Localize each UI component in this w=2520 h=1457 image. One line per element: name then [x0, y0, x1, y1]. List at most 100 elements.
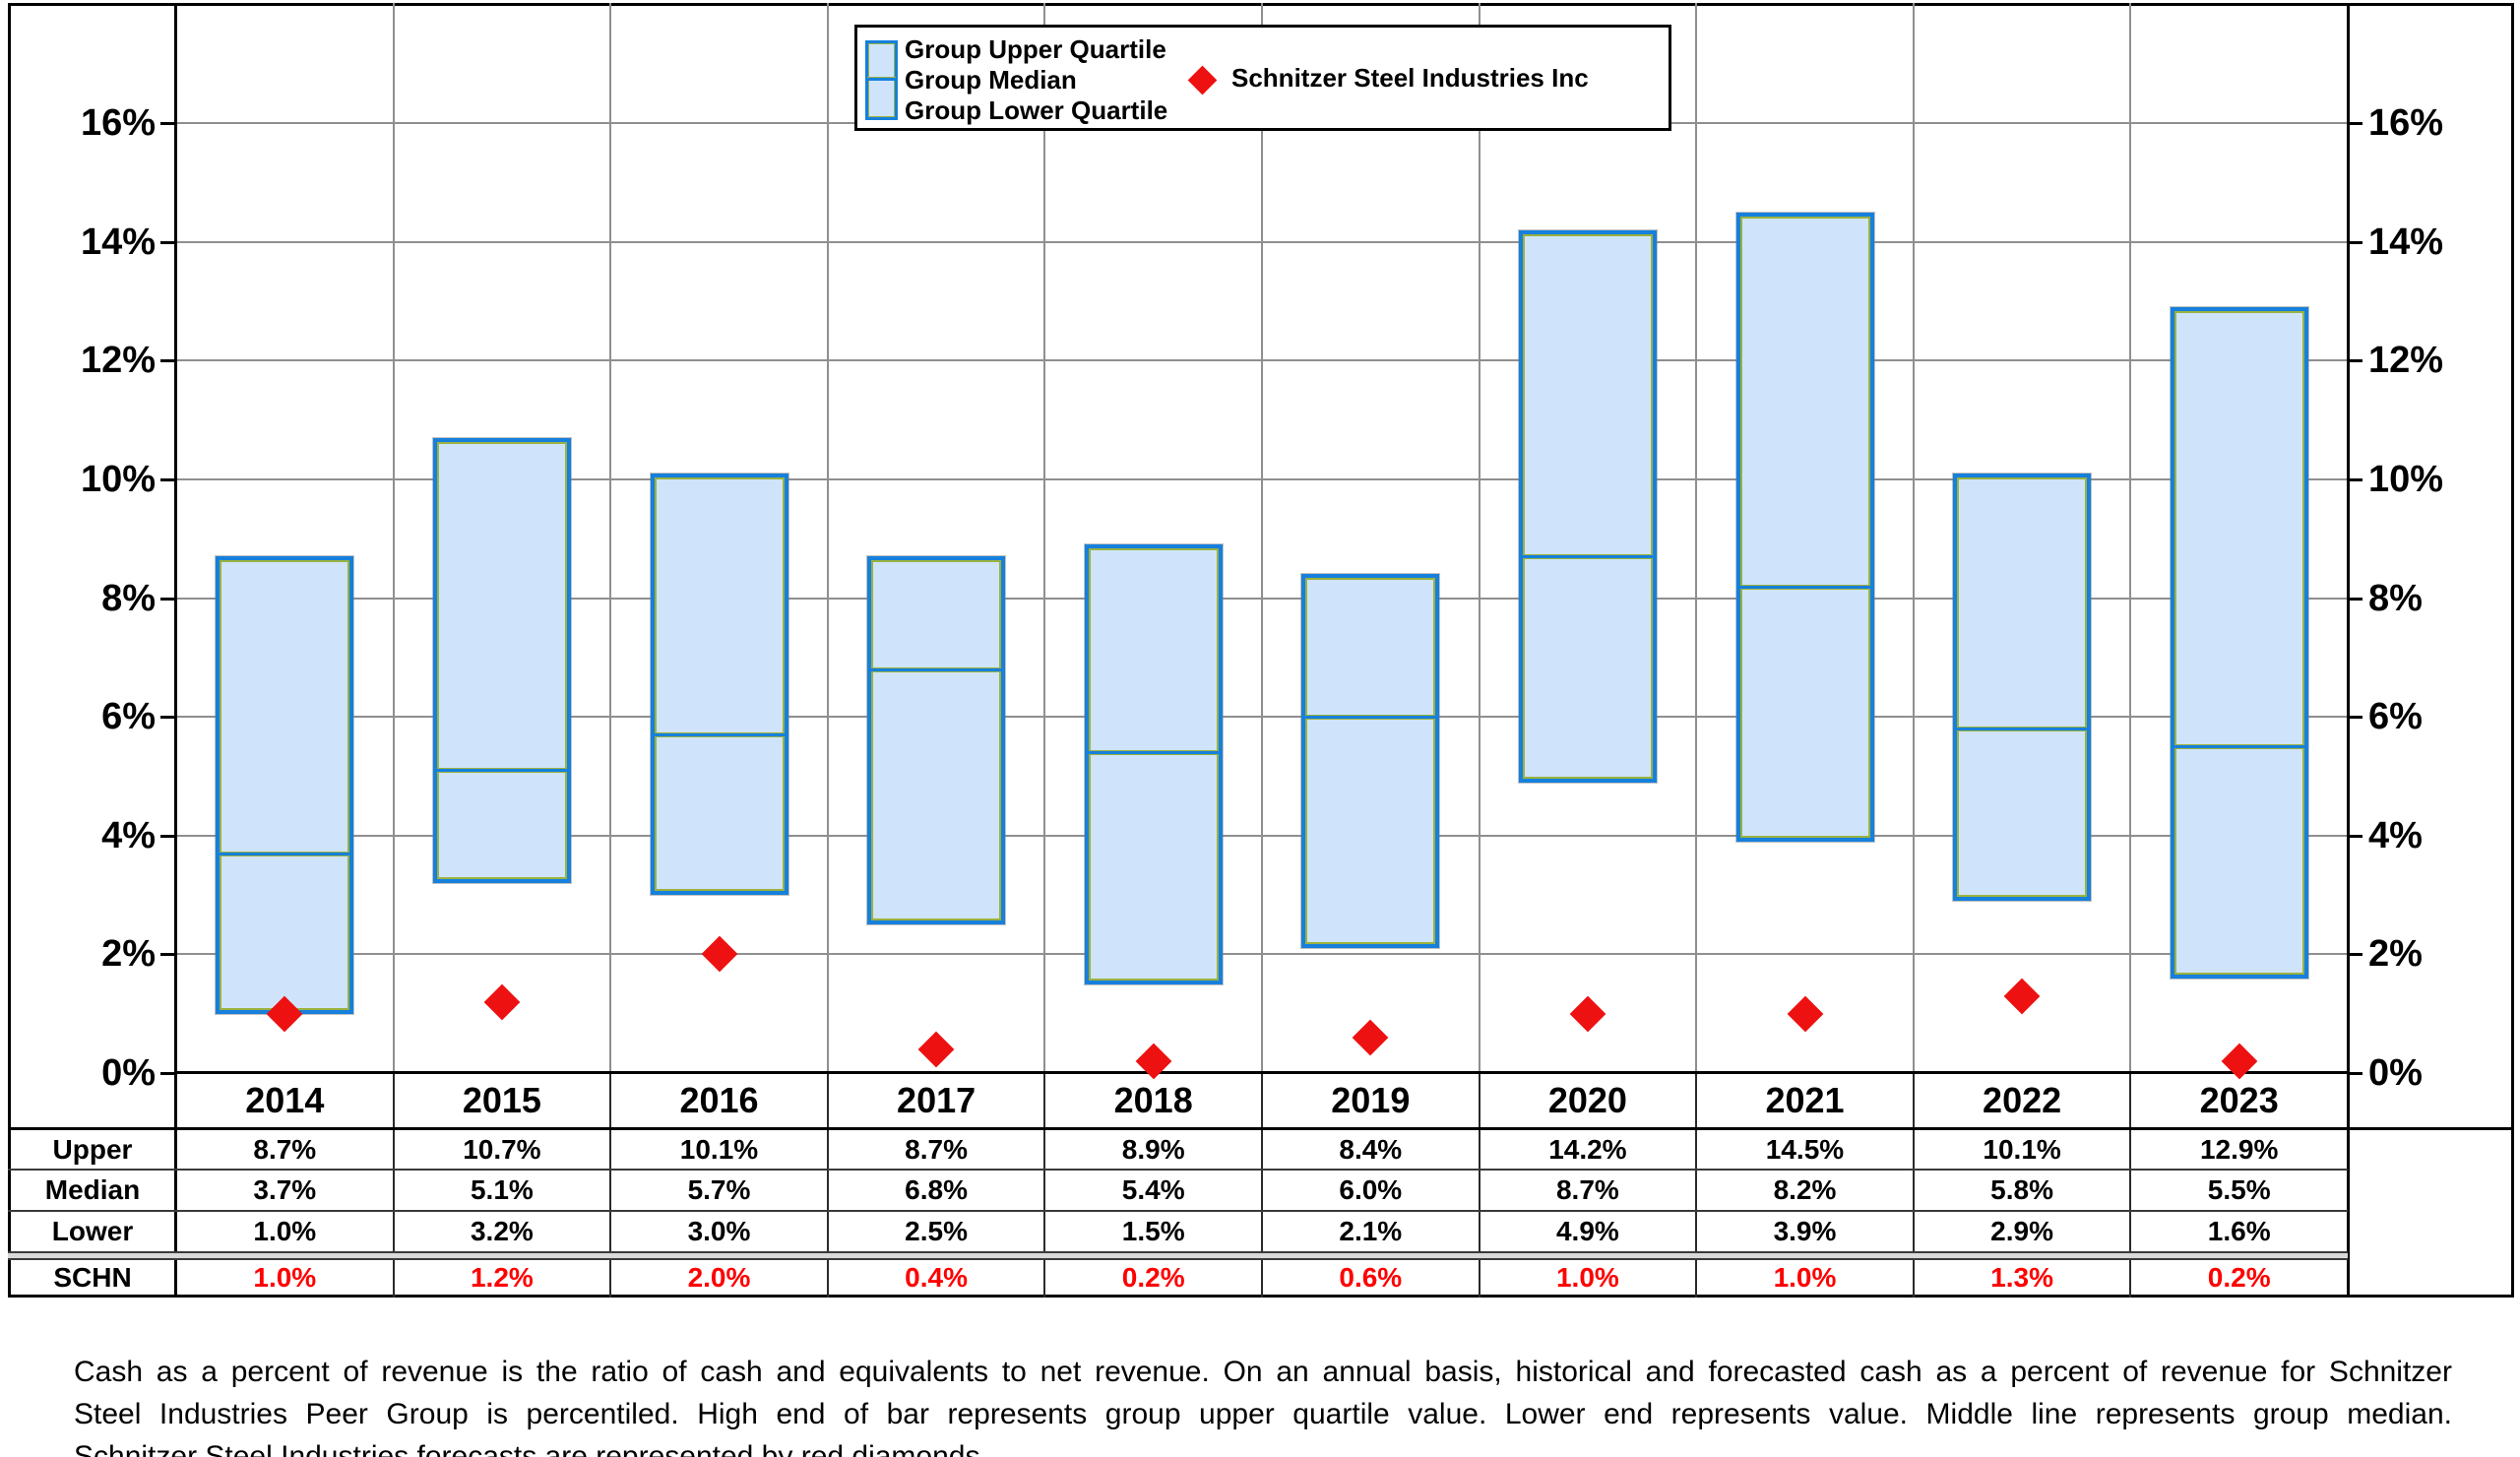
gridline-vertical — [1043, 3, 1046, 1072]
y-axis-tick-right — [2349, 240, 2362, 244]
median-line — [1957, 727, 2088, 732]
gridline-vertical — [1695, 3, 1698, 1072]
gridline-vertical — [826, 3, 829, 1072]
column-separator — [609, 1073, 612, 1298]
table-row-label: Upper — [52, 1133, 133, 1165]
table-cell: 1.3% — [1990, 1262, 2053, 1293]
y-axis-label-right: 8% — [2368, 577, 2423, 619]
y-axis-label-right: 10% — [2368, 459, 2444, 500]
table-cell: 1.5% — [1121, 1216, 1185, 1246]
x-axis-year-label: 2014 — [245, 1080, 325, 1120]
y-axis-label-left: 6% — [101, 696, 156, 738]
table-cell: 8.2% — [1773, 1174, 1837, 1205]
median-line — [654, 732, 785, 738]
median-line — [220, 851, 350, 856]
y-axis-label-right: 14% — [2368, 221, 2444, 263]
y-axis-label-left: 4% — [101, 814, 156, 856]
column-separator — [826, 1073, 829, 1298]
x-axis — [176, 1071, 2348, 1074]
table-cell: 5.1% — [470, 1174, 534, 1205]
quartile-bar — [867, 556, 1006, 925]
y-axis-tick-right — [2349, 834, 2362, 838]
quartile-bar — [1953, 473, 2092, 902]
quartile-bar-legend-icon — [865, 40, 898, 120]
x-axis-year-label: 2017 — [897, 1080, 976, 1120]
median-line — [1739, 584, 1870, 590]
table-top-border — [8, 1127, 2514, 1130]
table-cell: 6.8% — [905, 1174, 968, 1205]
table-cell: 8.9% — [1121, 1133, 1185, 1165]
table-cell: 5.7% — [687, 1174, 751, 1205]
table-row-separator — [8, 1210, 2348, 1212]
table-cell: 3.0% — [687, 1216, 751, 1246]
y-axis-tick-left — [160, 716, 174, 720]
y-axis-label-right: 4% — [2368, 814, 2423, 856]
table-cell: 3.9% — [1773, 1216, 1837, 1246]
legend-box: Group Upper Quartile Group Median Group … — [854, 25, 1671, 131]
table-row-label: Lower — [51, 1216, 134, 1246]
y-axis-label-left: 0% — [101, 1052, 156, 1094]
table-cell: 2.9% — [1990, 1216, 2053, 1246]
median-line-legend-glyph — [867, 76, 896, 81]
table-cell: 0.6% — [1339, 1262, 1403, 1293]
y-axis-tick-right — [2349, 953, 2362, 957]
table-cell: 2.5% — [905, 1216, 968, 1246]
column-separator — [1043, 1073, 1046, 1298]
quartile-bar — [2170, 307, 2308, 979]
footnote-line: Cash as a percent of revenue is the rati… — [74, 1356, 2452, 1388]
column-separator — [1695, 1073, 1698, 1298]
column-separator — [1478, 1073, 1480, 1298]
table-cell: 3.2% — [470, 1216, 534, 1246]
column-separator — [1261, 1073, 1263, 1298]
y-axis-tick-right — [2349, 359, 2362, 363]
y-axis-tick-left — [160, 597, 174, 601]
x-axis-year-label: 2016 — [679, 1080, 759, 1120]
quartile-bar — [1735, 212, 1874, 842]
table-cell: 2.0% — [687, 1262, 751, 1293]
table-cell: 10.1% — [1983, 1133, 2061, 1165]
table-cell: 8.7% — [253, 1133, 317, 1165]
table-cell: 1.0% — [253, 1262, 317, 1293]
table-cell: 1.0% — [1555, 1262, 1619, 1293]
x-axis-year-label: 2015 — [462, 1080, 541, 1120]
table-cell: 0.2% — [1121, 1262, 1185, 1293]
column-separator — [1912, 1073, 1915, 1298]
y-axis-tick-left — [160, 834, 174, 838]
median-line — [871, 666, 1002, 672]
quartile-bar — [432, 437, 571, 884]
gridline-vertical — [609, 3, 612, 1072]
quartile-bar — [1518, 229, 1657, 783]
y-axis-tick-left — [160, 953, 174, 957]
median-line — [1305, 715, 1436, 721]
y-axis-label-right: 0% — [2368, 1052, 2423, 1094]
legend-label-company: Schnitzer Steel Industries Inc — [1231, 62, 1589, 93]
quartile-bar — [1301, 574, 1440, 949]
quartile-bar — [650, 473, 788, 896]
y-axis-label-left: 16% — [80, 102, 156, 145]
y-axis-tick-left — [160, 122, 174, 126]
table-row-label: Median — [44, 1174, 141, 1205]
table-schn-separator — [8, 1251, 2348, 1260]
footnote-line: Steel Industries Peer Group is percentil… — [74, 1398, 2452, 1430]
quartile-bar — [216, 556, 354, 1014]
column-separator — [392, 1073, 395, 1298]
median-line — [1522, 554, 1653, 560]
x-axis-year-label: 2023 — [2199, 1080, 2279, 1120]
x-axis-year-label: 2018 — [1113, 1080, 1193, 1120]
y-axis-label-left: 14% — [80, 221, 156, 263]
table-cell: 3.7% — [253, 1174, 317, 1205]
y-axis-label-right: 16% — [2368, 102, 2444, 145]
table-row-label: SCHN — [53, 1262, 132, 1293]
y-axis-label-left: 2% — [101, 933, 156, 976]
table-cell: 14.2% — [1548, 1133, 1627, 1165]
y-axis-tick-left — [160, 478, 174, 481]
y-axis-label-right: 12% — [2368, 340, 2444, 382]
y-axis-label-left: 10% — [80, 459, 156, 500]
table-cell: 1.0% — [253, 1216, 317, 1246]
x-axis-year-label: 2022 — [1983, 1080, 2062, 1120]
gridline-vertical — [1261, 3, 1263, 1072]
quartile-bar — [1084, 544, 1223, 984]
table-cell: 1.0% — [1773, 1262, 1837, 1293]
table-cell: 10.7% — [463, 1133, 541, 1165]
